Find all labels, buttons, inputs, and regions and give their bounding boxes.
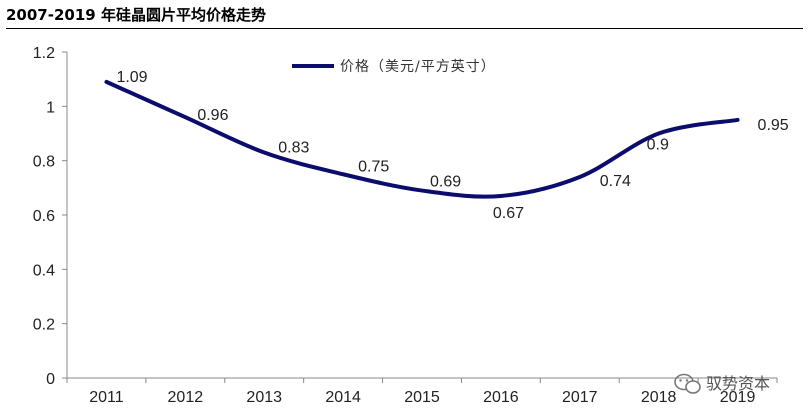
data-label: 0.75 xyxy=(358,158,389,175)
legend-label: 价格（美元/平方英寸） xyxy=(340,58,496,75)
wechat-icon xyxy=(674,373,701,394)
y-tick-label: 1.2 xyxy=(33,45,55,62)
y-tick-label: 0 xyxy=(46,371,55,388)
y-tick-label: 0.4 xyxy=(33,262,55,279)
x-tick-label: 2014 xyxy=(325,389,361,406)
chart-axes xyxy=(66,52,777,379)
data-label: 0.74 xyxy=(600,173,631,190)
data-label: 0.69 xyxy=(430,174,461,191)
watermark-text: 驭势资本 xyxy=(706,374,770,393)
x-tick-label: 2019 xyxy=(720,389,756,406)
x-tick-label: 2011 xyxy=(89,389,124,406)
y-tick-label: 0.8 xyxy=(33,154,55,171)
data-label: 0.67 xyxy=(493,205,524,222)
data-label: 1.09 xyxy=(116,69,147,86)
y-tick-label: 0.2 xyxy=(33,317,55,334)
x-tick-label: 2012 xyxy=(168,389,204,406)
x-tick-label: 2015 xyxy=(404,389,440,406)
data-label: 0.96 xyxy=(197,107,228,124)
series-line-price xyxy=(104,79,740,199)
data-label: 0.9 xyxy=(647,137,669,154)
x-tick-label: 2018 xyxy=(641,389,677,406)
y-axis-ticks: 0 0.2 0.4 0.6 0.8 1 1.2 xyxy=(33,45,67,388)
x-tick-label: 2013 xyxy=(246,389,282,406)
data-label: 0.83 xyxy=(278,140,309,157)
data-label: 0.95 xyxy=(758,117,789,134)
x-tick-label: 2017 xyxy=(562,389,598,406)
chart-legend: 价格（美元/平方英寸） xyxy=(292,58,496,75)
x-tick-label: 2016 xyxy=(483,389,519,406)
watermark: 驭势资本 xyxy=(674,373,770,394)
title-underline xyxy=(6,28,803,29)
y-tick-label: 0.6 xyxy=(33,208,55,225)
y-tick-label: 1 xyxy=(46,99,55,116)
data-labels: 1.09 0.96 0.83 0.75 0.69 0.67 0.74 0.9 0.95 xyxy=(116,69,788,222)
x-axis-ticks: 2011 2012 2013 2014 2015 2016 2017 2018 2019 xyxy=(66,378,778,406)
chart-title: 2007-2019 年硅晶圆片平均价格走势 xyxy=(6,6,266,24)
